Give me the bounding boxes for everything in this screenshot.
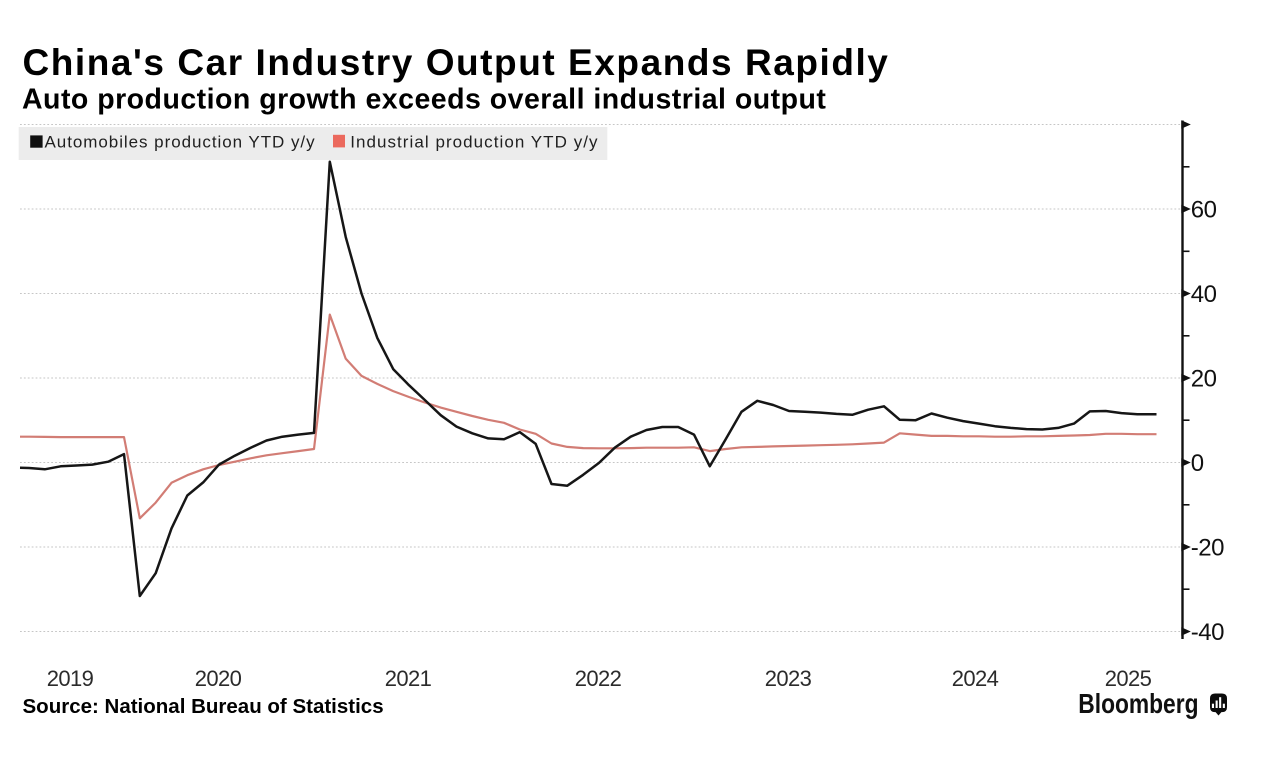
svg-text:-40: -40 — [1191, 619, 1224, 646]
svg-text:Bloomberg: Bloomberg — [1078, 688, 1198, 719]
svg-text:China's Car Industry Output Ex: China's Car Industry Output Expands Rapi… — [23, 42, 890, 83]
svg-text:2021: 2021 — [385, 666, 432, 691]
svg-text:Industrial production YTD y/y: Industrial production YTD y/y — [350, 133, 598, 152]
svg-text:2023: 2023 — [765, 666, 812, 691]
svg-text:-20: -20 — [1191, 535, 1224, 562]
svg-text:Source: National Bureau of Sta: Source: National Bureau of Statistics — [23, 695, 384, 718]
svg-text:60: 60 — [1191, 197, 1217, 224]
svg-text:20: 20 — [1191, 366, 1217, 393]
svg-text:0: 0 — [1191, 450, 1204, 477]
svg-text:2025: 2025 — [1105, 666, 1152, 691]
svg-text:2024: 2024 — [952, 666, 999, 691]
svg-text:Auto production growth exceeds: Auto production growth exceeds overall i… — [22, 83, 826, 115]
svg-text:2019: 2019 — [47, 666, 94, 691]
svg-text:2022: 2022 — [575, 666, 622, 691]
svg-text:Automobiles production YTD y/y: Automobiles production YTD y/y — [45, 133, 316, 152]
svg-text:40: 40 — [1191, 281, 1217, 308]
svg-text:2020: 2020 — [195, 666, 242, 691]
